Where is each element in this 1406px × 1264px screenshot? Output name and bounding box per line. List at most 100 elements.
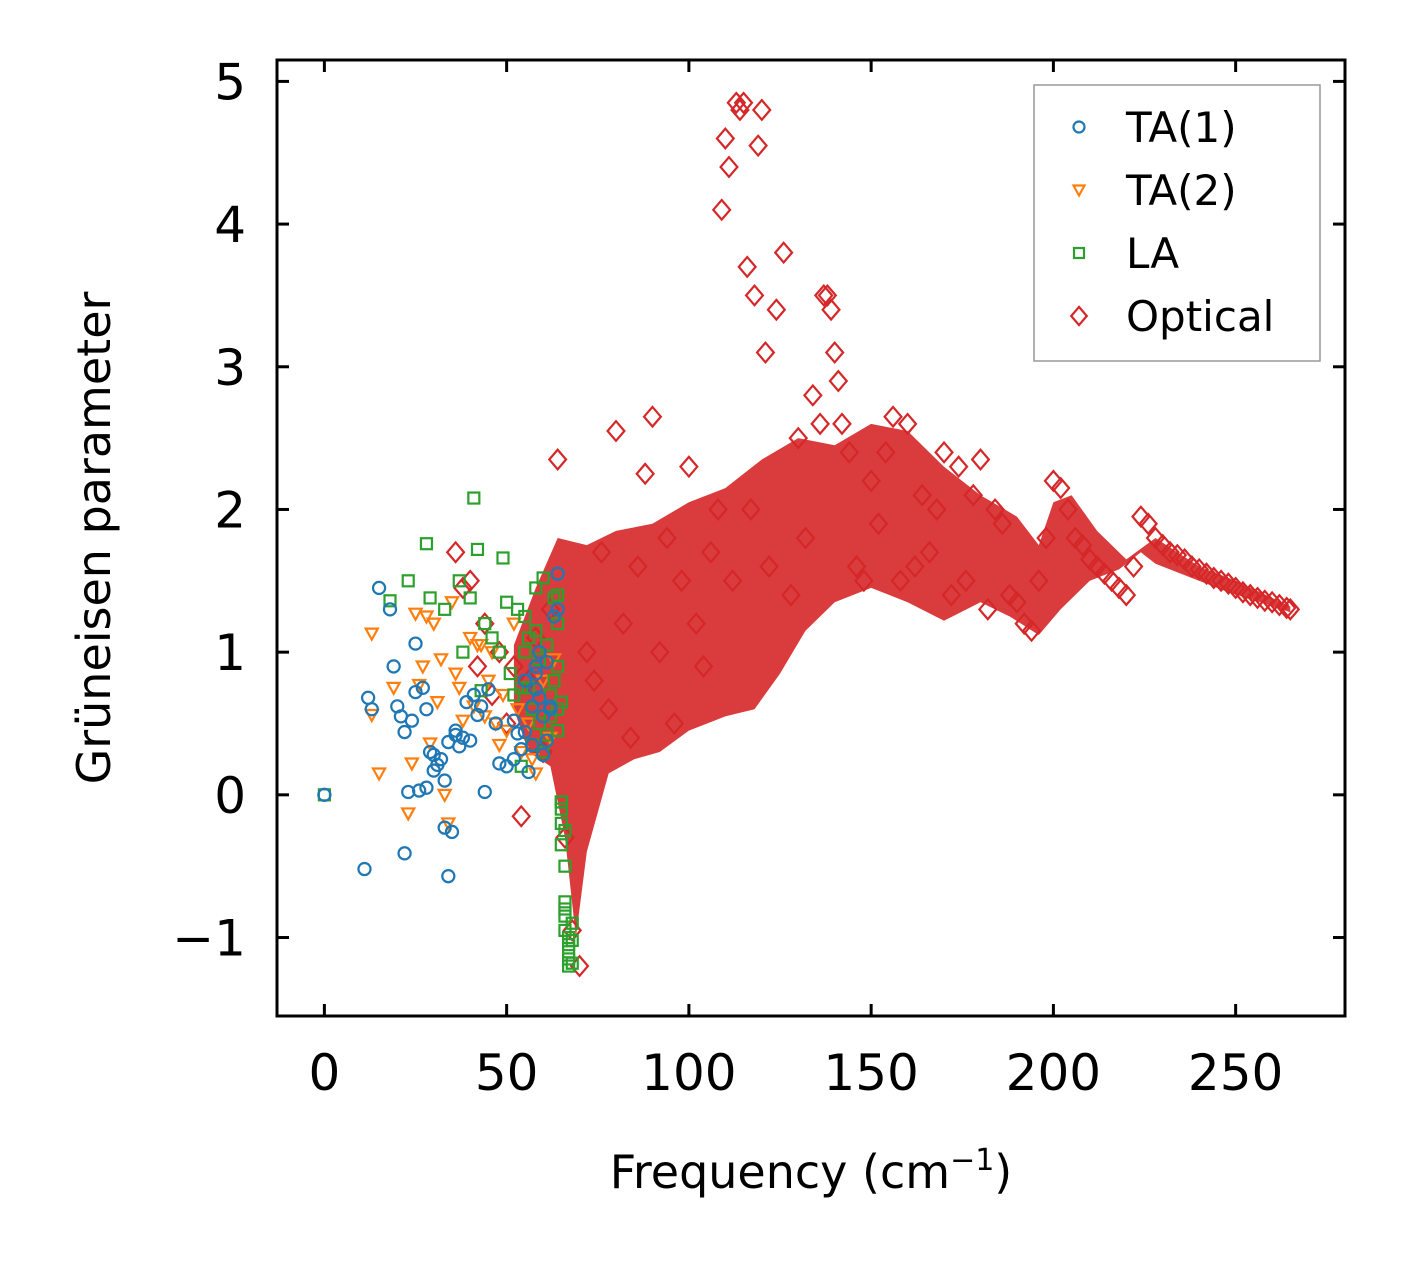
optical-point xyxy=(890,569,911,593)
optical-point xyxy=(1050,476,1071,500)
x-tick-label: 200 xyxy=(1006,1044,1101,1102)
optical-point xyxy=(963,483,984,507)
ta1-point xyxy=(528,682,543,697)
ta1-point xyxy=(408,684,423,700)
ta2-point xyxy=(484,646,500,661)
ta1-point xyxy=(382,602,398,617)
y-tick-label: 3 xyxy=(214,339,246,397)
ta1-point xyxy=(422,744,438,760)
la-point xyxy=(529,581,543,595)
optical-point xyxy=(1058,497,1078,521)
ta1-point xyxy=(408,636,423,651)
la-point xyxy=(532,652,547,666)
ta1-point xyxy=(535,709,551,724)
la-point xyxy=(456,645,470,659)
optical-point xyxy=(576,640,597,664)
ta1-point xyxy=(317,787,332,802)
x-tick-label: 50 xyxy=(475,1044,539,1102)
ta1-point xyxy=(506,752,522,767)
ta1-point xyxy=(470,707,485,723)
optical-point xyxy=(540,597,561,621)
ta1-point xyxy=(481,682,496,697)
optical-point xyxy=(1116,583,1137,607)
optical-cloud-area xyxy=(513,423,1291,938)
y-tick-label: 1 xyxy=(214,624,246,682)
ta1-point xyxy=(525,737,540,753)
optical-point xyxy=(821,298,841,322)
legend-label-ta2: TA(2) xyxy=(1125,166,1237,215)
optical-point xyxy=(744,283,765,307)
optical-point xyxy=(948,455,969,479)
ta1-point xyxy=(499,759,514,774)
la-point xyxy=(521,681,536,695)
ta1-point xyxy=(364,702,379,717)
optical-point xyxy=(1072,533,1093,557)
ta2-point xyxy=(451,681,468,697)
ta1-point xyxy=(550,602,565,617)
optical-point xyxy=(679,455,699,479)
ta1-point xyxy=(419,780,434,795)
optical-point xyxy=(722,569,743,593)
optical-point xyxy=(708,497,728,521)
la-point xyxy=(383,594,397,608)
optical-dense-cloud xyxy=(513,423,1291,938)
ta2-point xyxy=(400,807,417,822)
ta2-point xyxy=(385,681,402,697)
ta1-point xyxy=(459,694,474,710)
la-point xyxy=(551,724,565,738)
legend-marker-la xyxy=(1072,246,1086,260)
ta1-point xyxy=(357,861,372,877)
optical-point xyxy=(1036,526,1056,550)
la-point xyxy=(500,595,514,609)
la-point xyxy=(565,956,579,970)
ta1-point xyxy=(441,869,456,884)
la-point xyxy=(558,823,572,838)
optical-point xyxy=(854,569,874,593)
optical-point xyxy=(934,440,954,464)
la-point xyxy=(518,645,532,659)
ta1-point xyxy=(521,764,536,780)
la-point xyxy=(562,959,576,973)
la-point xyxy=(562,952,576,966)
la-point xyxy=(562,930,576,945)
la-point xyxy=(503,666,517,681)
optical-point xyxy=(715,126,736,150)
ta2-point xyxy=(425,617,442,632)
ta1-point xyxy=(426,747,441,763)
la-point xyxy=(510,602,525,616)
ta1-point xyxy=(528,666,543,681)
optical-point xyxy=(1007,590,1027,614)
la-point xyxy=(529,624,543,638)
optical-point xyxy=(802,383,823,407)
optical-point xyxy=(620,726,641,750)
optical-point xyxy=(828,369,849,393)
optical-point xyxy=(868,512,889,536)
optical-point xyxy=(547,448,568,472)
ta2-point xyxy=(491,738,508,754)
la-point xyxy=(463,591,477,605)
optical-point xyxy=(504,654,524,678)
ta2-point xyxy=(407,607,424,622)
ta1-point xyxy=(415,680,430,695)
optical-point xyxy=(912,483,933,507)
ta2-point xyxy=(527,767,544,782)
optical-point xyxy=(1160,540,1180,564)
ta2-point xyxy=(363,627,380,642)
optical-point xyxy=(919,540,940,564)
la-point xyxy=(562,938,576,952)
la-point xyxy=(547,674,561,688)
ta2-point xyxy=(535,674,551,690)
ta1-point xyxy=(463,733,478,748)
optical-point xyxy=(445,540,466,564)
ta1-point xyxy=(550,566,565,581)
optical-point xyxy=(751,98,772,122)
ta1-point xyxy=(517,724,533,740)
legend: TA(1) TA(2) LA Optical xyxy=(1033,84,1321,362)
la-point xyxy=(419,537,434,551)
optical-point xyxy=(788,426,809,450)
plot-frame xyxy=(275,58,1347,1018)
optical-point xyxy=(956,569,976,593)
la-point xyxy=(551,588,565,602)
ta1-point xyxy=(437,820,452,835)
ta1-point xyxy=(477,784,492,800)
